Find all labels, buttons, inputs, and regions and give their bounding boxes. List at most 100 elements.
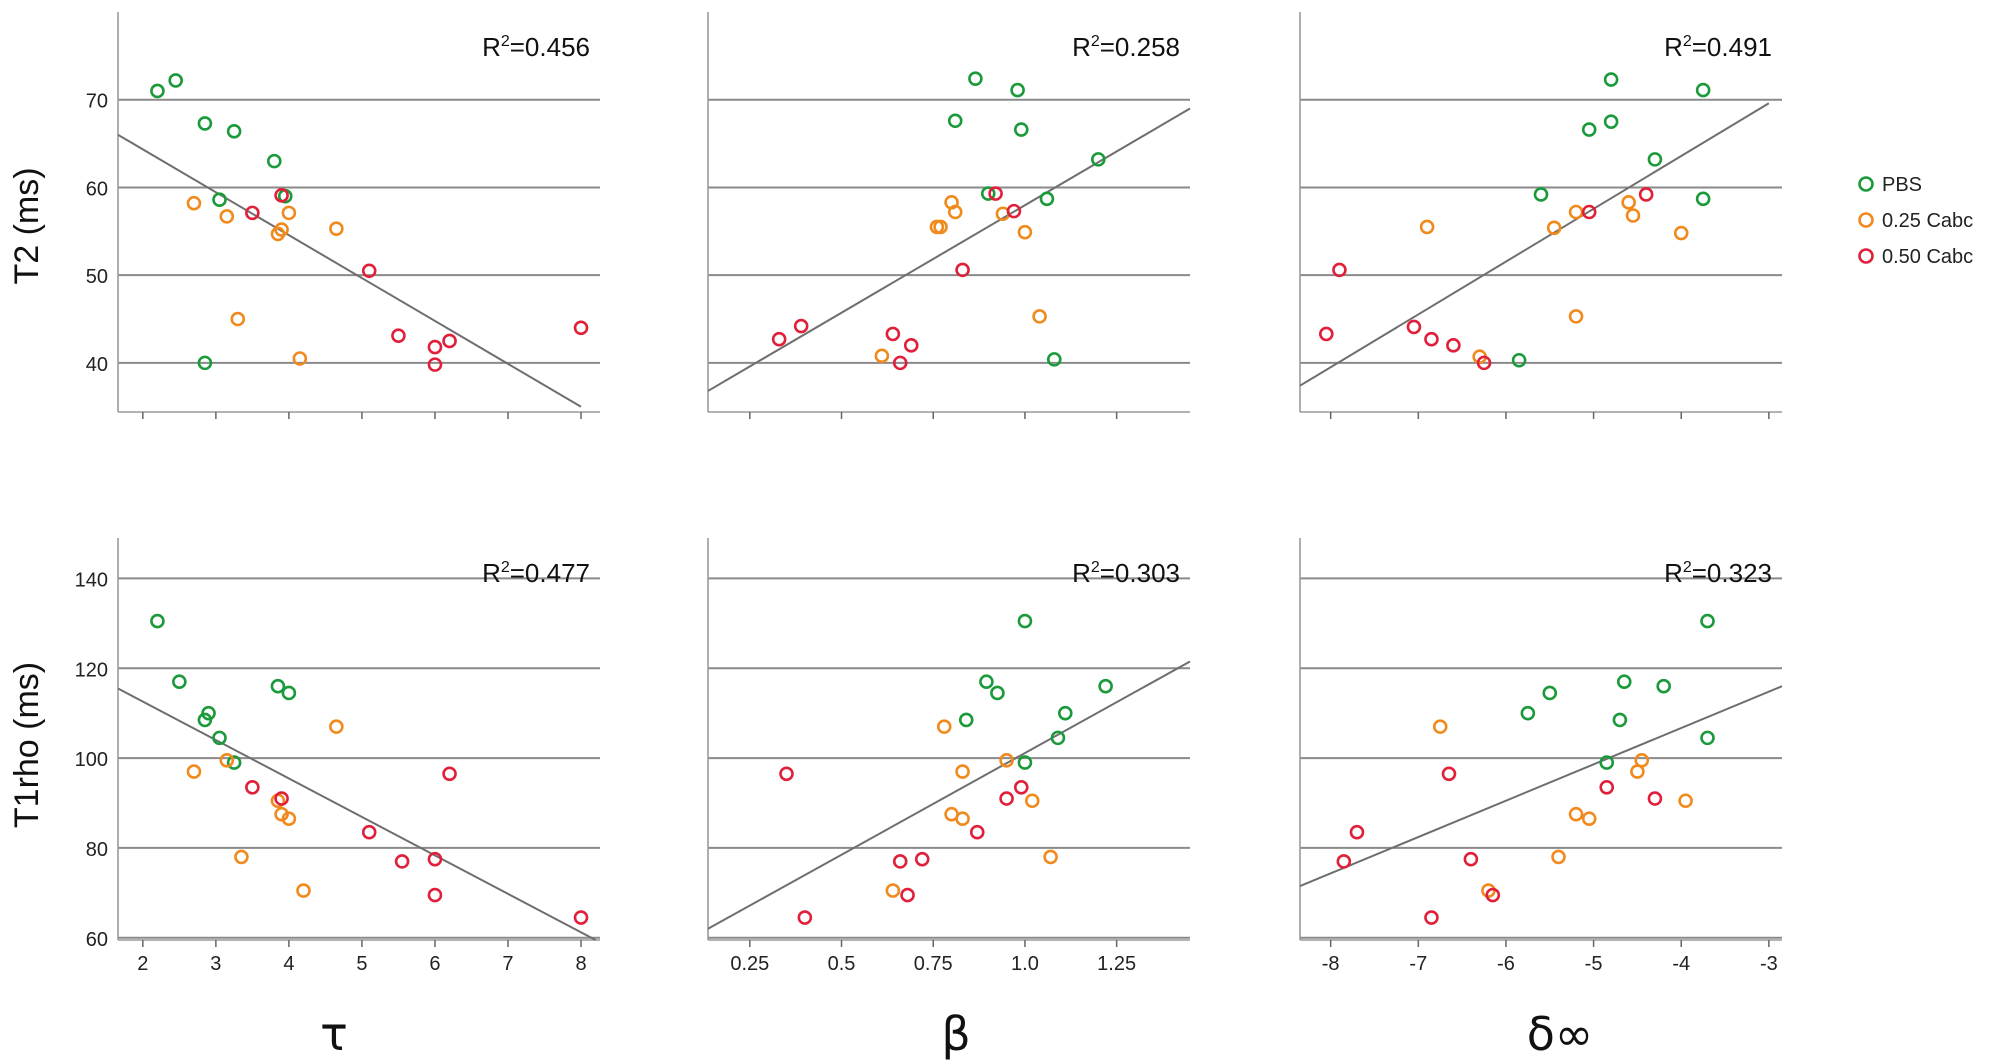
panel-r1c2-point-pbs-1 <box>1616 674 1632 690</box>
panel-r0c2-point-0-25-cabc-1 <box>1568 204 1584 220</box>
panel-r1c0-xtick-label-7: 7 <box>502 953 513 975</box>
panel-r0c2-point-pbs-2 <box>1603 114 1619 129</box>
column-label-beta: β <box>941 1007 970 1061</box>
panel-r0c1-point-pbs-0 <box>968 71 983 86</box>
panel-r1c2-point-0-50-cabc-2 <box>1336 854 1352 869</box>
panel-r1c0-xtick-label-6: 6 <box>429 953 440 975</box>
panel-r0c2-point-0-50-cabc-7 <box>1638 187 1654 202</box>
panel-r0c1-point-0-50-cabc-5 <box>885 326 901 342</box>
panel-r1c2-point-0-50-cabc-0 <box>1441 766 1457 782</box>
panel-r1c2-point-0-25-cabc-2 <box>1630 764 1645 779</box>
panel-r0c2-point-0-50-cabc-6 <box>1581 204 1597 220</box>
panel-r0c1-point-0-25-cabc-7 <box>874 348 890 364</box>
panel-r0c2-point-pbs-4 <box>1647 152 1663 167</box>
panel-r1c0-point-0-25-cabc-6 <box>296 883 311 898</box>
panel-r1c2-point-0-50-cabc-7 <box>1647 791 1663 806</box>
panel-r0c2-point-0-50-cabc-1 <box>1318 326 1334 342</box>
panel-r1c2-point-pbs-4 <box>1520 705 1536 721</box>
panel-r0c2-r2-annotation: R2=0.491 <box>1664 32 1772 62</box>
panel-r1c0-point-pbs-6 <box>270 678 286 694</box>
panel-r1c2-point-pbs-5 <box>1612 712 1628 728</box>
panel-r1c1-fit-line <box>707 660 1191 930</box>
panel-r1c1-point-0-50-cabc-2 <box>999 791 1014 806</box>
panel-r1c1-xtick-label-0-5: 0.5 <box>828 953 856 975</box>
panel-r0c0-point-0-25-cabc-6 <box>230 311 246 327</box>
panel-r1c0-point-0-25-cabc-1 <box>219 753 235 768</box>
panel-r0c1-point-0-25-cabc-1 <box>947 204 963 220</box>
panel-r1c0-point-0-50-cabc-0 <box>245 779 260 795</box>
panel-r1c2-xtick-label-3: -3 <box>1760 953 1778 975</box>
panel-r0c1-point-pbs-3 <box>1013 122 1029 137</box>
panel-r0c0-point-0-25-cabc-7 <box>292 351 308 366</box>
panel-r1c0-xtick-label-5: 5 <box>356 953 367 975</box>
panel-r1c2-point-pbs-3 <box>1656 678 1671 694</box>
panel-r1c1-point-pbs-0 <box>1017 613 1033 629</box>
panel-r0c0: 40 50 60 70 R2=0.456 <box>86 12 600 419</box>
panel-r0c2-point-pbs-5 <box>1533 187 1549 202</box>
panel-r1c0-xtick-label-2: 2 <box>137 953 148 975</box>
panel-r1c0-point-0-50-cabc-6 <box>427 887 443 903</box>
row-label-bottom: T1rho (ms) <box>8 662 46 828</box>
panel-r0c2-point-0-50-cabc-3 <box>1424 331 1439 347</box>
panel-r1c0: 60 80 100 120 140 2 3 4 5 6 7 8 R2=0.477 <box>75 538 600 975</box>
panel-r1c0-point-0-25-cabc-0 <box>186 764 202 779</box>
panel-r1c2-xtick-label-6: -6 <box>1497 953 1515 975</box>
panel-r0c0-point-0-50-cabc-1 <box>274 188 289 203</box>
panel-r0c2-point-pbs-0 <box>1603 72 1619 87</box>
panel-r1c0-ytick-label-80: 80 <box>86 839 108 861</box>
panel-r1c1-xtick-label-0-75: 0.75 <box>914 953 953 975</box>
panel-r0c1-point-0-50-cabc-7 <box>892 355 908 371</box>
panel-r0c2-point-pbs-1 <box>1695 82 1711 98</box>
panel-r0c2: R2=0.491 <box>1299 12 1782 419</box>
panel-r0c0-point-pbs-2 <box>197 116 213 131</box>
panel-r0c2-fit-line <box>1299 102 1770 387</box>
panel-r1c0-point-0-50-cabc-7 <box>573 910 589 925</box>
panel-r1c1-xtick-label-1: 1.0 <box>1011 953 1039 975</box>
panel-r0c0-point-0-25-cabc-3 <box>274 222 289 237</box>
panel-r0c2-point-0-50-cabc-4 <box>1446 338 1461 353</box>
panel-r1c1-point-pbs-5 <box>958 712 974 728</box>
panel-r0c0-point-0-50-cabc-4 <box>427 339 443 355</box>
panel-r1c1-xtick-label-1-25: 1.25 <box>1097 953 1136 975</box>
legend-label-025-cabc: 0.25 Cabc <box>1882 210 1973 232</box>
panel-r1c2-point-0-25-cabc-4 <box>1581 811 1597 827</box>
panel-r0c0-r2-annotation: R2=0.456 <box>482 32 590 62</box>
panel-r1c0-point-0-50-cabc-2 <box>361 824 377 840</box>
panel-r0c1-point-0-50-cabc-6 <box>903 338 919 353</box>
panel-r0c0-point-0-50-cabc-3 <box>391 328 406 343</box>
panel-r1c1-point-0-25-cabc-4 <box>955 811 970 827</box>
panel-r0c0-point-0-50-cabc-2 <box>361 263 377 279</box>
panel-r1c0-point-pbs-0 <box>150 613 165 629</box>
panel-r1c1-point-pbs-6 <box>1050 730 1066 746</box>
panel-r1c2-xtick-label-8: -8 <box>1322 953 1340 975</box>
panel-r0c1-point-pbs-6 <box>1039 191 1055 207</box>
panel-r0c1-point-pbs-1 <box>1010 82 1025 98</box>
panel-r1c0-point-0-25-cabc-2 <box>274 806 289 822</box>
panel-r1c0-point-0-50-cabc-1 <box>274 791 289 806</box>
panel-r1c0-ytick-label-140: 140 <box>75 569 108 591</box>
panel-r1c2-xtick-label-7: -7 <box>1409 953 1427 975</box>
column-label-tau: τ <box>320 1007 348 1061</box>
panel-r0c2-point-0-25-cabc-2 <box>1546 220 1562 236</box>
panel-r1c0-xtick-label-3: 3 <box>210 953 221 975</box>
legend-label-050-cabc: 0.50 Cabc <box>1882 246 1973 268</box>
panel-r0c1-point-0-50-cabc-2 <box>955 262 970 278</box>
panel-r0c1-point-0-25-cabc-6 <box>1032 309 1047 324</box>
panel-r1c0-point-0-50-cabc-5 <box>442 766 457 782</box>
panel-r1c2-point-pbs-6 <box>1700 730 1715 746</box>
panel-r0c1-point-0-25-cabc-5 <box>1017 224 1033 240</box>
panel-r1c2-point-0-25-cabc-3 <box>1568 806 1584 822</box>
panel-r0c1-point-0-50-cabc-4 <box>793 318 809 334</box>
panel-r1c1-point-0-25-cabc-2 <box>955 764 970 779</box>
panel-r1c0-r2-annotation: R2=0.477 <box>482 558 590 588</box>
panel-r1c1-point-0-25-cabc-6 <box>1043 849 1058 865</box>
panel-r1c0-point-pbs-4 <box>212 730 227 746</box>
panel-r1c1-point-pbs-3 <box>1098 678 1113 694</box>
panel-r1c0-fit-line <box>117 687 597 941</box>
panel-r1c1-point-0-25-cabc-0 <box>936 719 952 734</box>
panel-r0c0-fit-line <box>117 133 582 408</box>
panel-r1c2-r2-annotation: R2=0.323 <box>1664 558 1772 588</box>
panel-r1c1-point-pbs-4 <box>1057 705 1073 721</box>
panel-r0c2-point-0-25-cabc-4 <box>1625 208 1641 223</box>
panel-r1c1-point-pbs-7 <box>1017 755 1033 770</box>
